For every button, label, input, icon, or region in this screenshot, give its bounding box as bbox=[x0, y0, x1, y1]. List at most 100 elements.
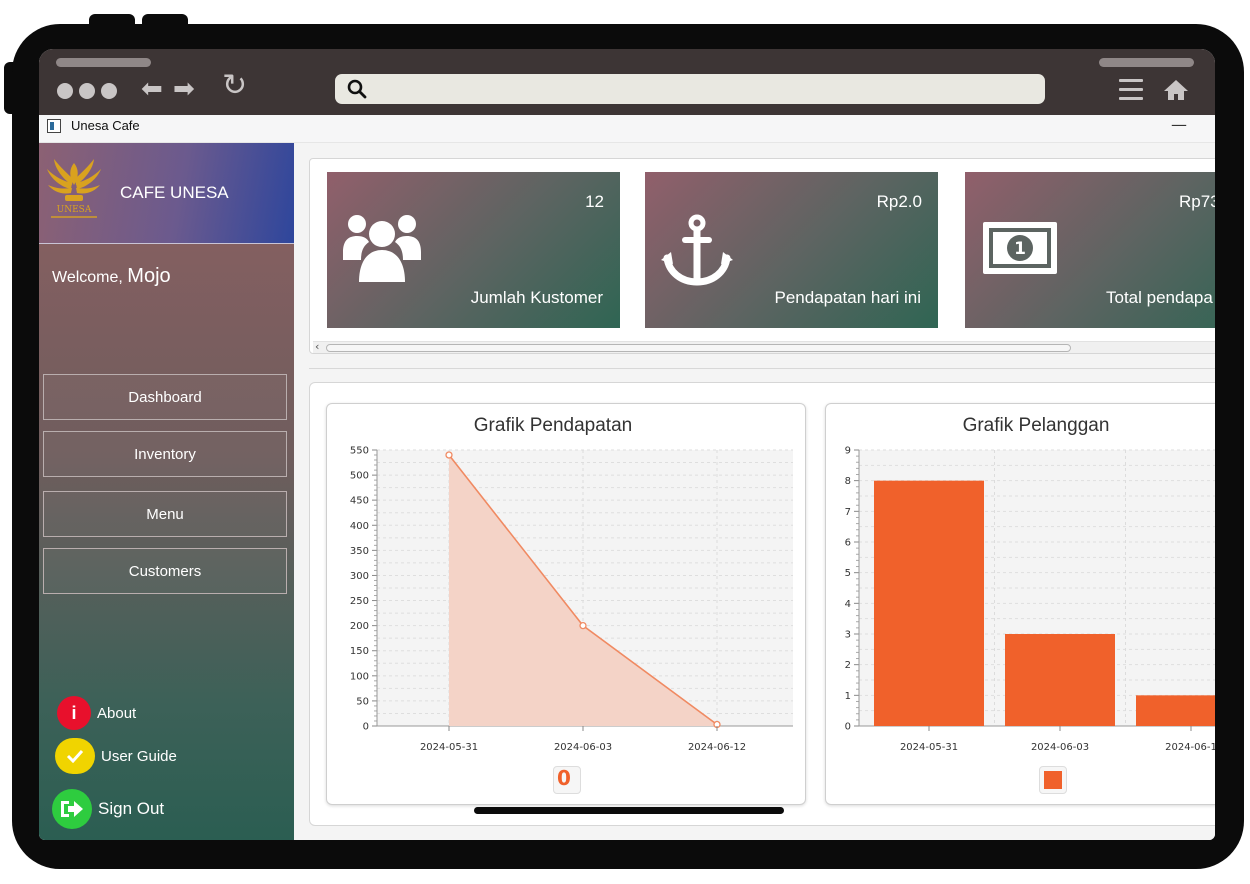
info-icon: i bbox=[57, 696, 91, 730]
brand-name: CAFE UNESA bbox=[120, 183, 229, 202]
welcome-prefix: Welcome, bbox=[52, 269, 123, 286]
toolbar-pill bbox=[1099, 58, 1194, 67]
svg-text:UNESA: UNESA bbox=[57, 205, 92, 215]
x-tick-label: 2024-06-03 bbox=[554, 742, 612, 753]
y-tick-label: 50 bbox=[356, 696, 369, 707]
search-icon bbox=[347, 79, 367, 99]
y-tick-label: 5 bbox=[845, 568, 851, 579]
sign-out-icon bbox=[52, 789, 92, 829]
welcome-message: Welcome, Mojo bbox=[52, 265, 171, 288]
user-guide-button[interactable]: User Guide bbox=[55, 738, 177, 774]
x-tick-label: 2024-05-31 bbox=[420, 742, 478, 753]
customers-button[interactable]: Customers bbox=[43, 548, 287, 594]
customer-chart-svg: Grafik Pelanggan 0 1 2 3 4 5 6 7 8 9 2024-05-31 2024… bbox=[845, 415, 1215, 753]
y-tick-label: 3 bbox=[845, 630, 851, 641]
y-tick-label: 7 bbox=[845, 507, 851, 518]
x-tick-label: 2024-06-1 bbox=[1165, 742, 1215, 753]
brand-header: UNESA CAFE UNESA bbox=[39, 143, 294, 244]
y-tick-label: 6 bbox=[845, 538, 851, 549]
money-icon: 1 bbox=[983, 222, 1057, 274]
about-label: About bbox=[97, 704, 137, 722]
y-tick-label: 2 bbox=[845, 660, 851, 671]
total-revenue-value: Rp73 bbox=[1179, 192, 1215, 211]
y-tick-label: 350 bbox=[350, 546, 369, 557]
charts-panel: Grafik Pendapatan 0 50 100 150 200 250 300 350 40… bbox=[309, 382, 1215, 826]
revenue-today-card: Rp2.0 Pendapatan hari ini bbox=[645, 172, 938, 328]
customer-legend-symbol bbox=[1039, 766, 1067, 794]
menu-button[interactable]: Menu bbox=[43, 491, 287, 537]
y-tick-label: 4 bbox=[845, 599, 851, 610]
bar bbox=[1136, 695, 1215, 726]
users-icon bbox=[343, 215, 421, 282]
minimize-button[interactable]: — bbox=[1171, 115, 1187, 134]
area-fill bbox=[449, 455, 717, 726]
data-point bbox=[445, 451, 453, 459]
total-revenue-label: Total pendapa bbox=[1106, 288, 1213, 307]
hamburger-menu-icon[interactable] bbox=[1119, 79, 1143, 103]
svg-text:0: 0 bbox=[557, 767, 571, 789]
bar bbox=[1005, 634, 1115, 726]
home-icon[interactable] bbox=[1163, 79, 1189, 101]
revenue-chart: Grafik Pendapatan 0 50 100 150 200 250 300 350 40… bbox=[326, 403, 806, 805]
inventory-button[interactable]: Inventory bbox=[43, 431, 287, 477]
dashboard-button[interactable]: Dashboard bbox=[43, 374, 287, 420]
anchor-icon bbox=[661, 214, 733, 286]
about-button[interactable]: i About bbox=[57, 696, 136, 730]
x-tick-label: 2024-06-12 bbox=[688, 742, 746, 753]
user-guide-label: User Guide bbox=[101, 747, 177, 765]
screen: ⬅ ➡ ↻ Unesa Cafe — bbox=[39, 49, 1215, 840]
forward-arrow-icon[interactable]: ➡ bbox=[173, 74, 195, 104]
reload-icon[interactable]: ↻ bbox=[222, 68, 248, 103]
data-point bbox=[579, 621, 587, 630]
panel-divider bbox=[309, 368, 1215, 369]
app-title: Unesa Cafe bbox=[71, 118, 140, 133]
main-content: 12 Jumlah Kustomer Rp2.0 Pendapatan hari… bbox=[294, 143, 1215, 840]
app-titlebar: Unesa Cafe — bbox=[39, 115, 1215, 143]
sign-out-button[interactable]: Sign Out bbox=[52, 789, 164, 829]
address-bar[interactable] bbox=[335, 74, 1045, 104]
revenue-today-label: Pendapatan hari ini bbox=[774, 288, 921, 307]
y-tick-label: 550 bbox=[350, 446, 369, 457]
customer-count-value: 12 bbox=[585, 192, 604, 211]
browser-toolbar: ⬅ ➡ ↻ bbox=[39, 49, 1215, 115]
revenue-chart-svg: Grafik Pendapatan 0 50 100 150 200 250 300 350 40… bbox=[350, 415, 793, 753]
y-tick-label: 450 bbox=[350, 496, 369, 507]
y-tick-label: 400 bbox=[350, 521, 369, 532]
y-tick-label: 8 bbox=[845, 476, 851, 487]
y-tick-label: 250 bbox=[350, 596, 369, 607]
sidebar: UNESA CAFE UNESA Welcome, Mojo Dashboard… bbox=[39, 143, 294, 840]
x-tick-label: 2024-06-03 bbox=[1031, 742, 1089, 753]
y-tick-label: 200 bbox=[350, 621, 369, 632]
customer-count-label: Jumlah Kustomer bbox=[470, 288, 603, 307]
y-tick-label: 100 bbox=[350, 671, 369, 682]
summary-cards-panel: 12 Jumlah Kustomer Rp2.0 Pendapatan hari… bbox=[309, 158, 1215, 354]
customer-chart: Grafik Pelanggan 0 1 2 3 4 5 6 7 8 9 2024-05-31 2024… bbox=[825, 403, 1215, 805]
sign-out-label: Sign Out bbox=[98, 799, 165, 818]
scrollbar-thumb[interactable] bbox=[326, 344, 1071, 352]
scroll-left-arrow-icon[interactable]: ‹ bbox=[315, 340, 320, 353]
unesa-logo-icon: UNESA bbox=[47, 159, 101, 218]
chart-title: Grafik Pelanggan bbox=[963, 415, 1110, 436]
y-tick-label: 150 bbox=[350, 646, 369, 657]
y-tick-label: 300 bbox=[350, 571, 369, 582]
home-indicator bbox=[474, 807, 784, 814]
checkmark-icon bbox=[55, 738, 95, 774]
total-revenue-card: 1 Rp73 Total pendapa bbox=[965, 172, 1215, 328]
y-tick-label: 9 bbox=[845, 446, 851, 457]
window-dot[interactable] bbox=[101, 83, 117, 99]
window-dot[interactable] bbox=[57, 83, 73, 99]
bar bbox=[874, 480, 984, 726]
y-tick-label: 1 bbox=[845, 691, 851, 702]
revenue-today-value: Rp2.0 bbox=[876, 192, 922, 211]
back-arrow-icon[interactable]: ⬅ bbox=[141, 74, 163, 104]
x-tick-label: 2024-05-31 bbox=[900, 742, 958, 753]
horizontal-scrollbar[interactable]: ‹ bbox=[313, 340, 1215, 353]
window-dot[interactable] bbox=[79, 83, 95, 99]
customer-count-card: 12 Jumlah Kustomer bbox=[327, 172, 620, 328]
chart-title: Grafik Pendapatan bbox=[474, 415, 632, 436]
user-name: Mojo bbox=[127, 265, 171, 287]
revenue-legend-symbol: 0 bbox=[553, 766, 581, 794]
svg-text:1: 1 bbox=[1014, 239, 1026, 259]
app-window-icon bbox=[47, 119, 61, 133]
y-tick-label: 500 bbox=[350, 471, 369, 482]
